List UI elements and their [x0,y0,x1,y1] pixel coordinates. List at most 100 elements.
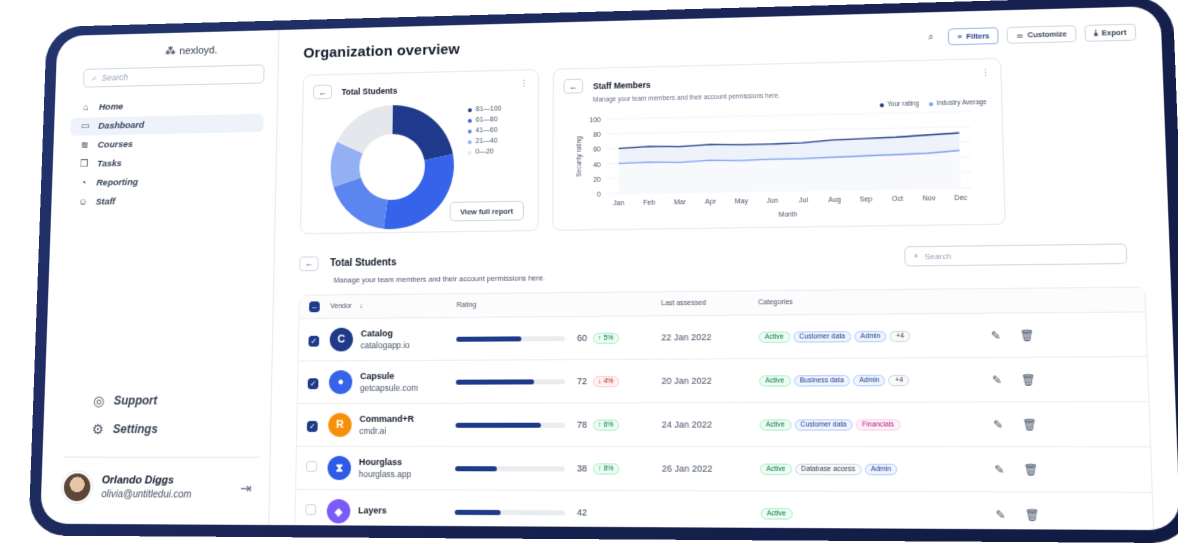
sidebar-item-label: Settings [113,422,158,436]
legend-item: 0—20 [468,146,502,157]
col-vendor[interactable]: Vendor ↓ [330,302,456,310]
tasks-icon: ❐ [78,159,89,171]
sidebar-item-tasks[interactable]: ❐ Tasks [69,152,263,174]
vendor-domain: hourglass.app [359,469,412,479]
x-tick-label: Apr [705,199,717,206]
x-tick-label: May [735,198,749,205]
row-checkbox[interactable]: ✓ [307,421,318,432]
legend-dot [880,103,884,107]
pie-chart-icon: ◔ [78,178,89,190]
table-row[interactable]: ◆ Layers 42 Active ✎ 🗑 [295,490,1153,530]
view-full-report-button[interactable]: View full report [449,201,523,222]
filters-button[interactable]: ≡ Filters [948,27,999,45]
table-search-input[interactable]: ⌕ Search [904,244,1127,267]
back-arrow-icon[interactable]: ← [563,79,583,94]
brand-logo[interactable]: ⁂ nexloyd. [165,44,265,58]
students-donut-chart [326,103,462,231]
home-icon: ⌂ [80,102,91,114]
row-checkbox[interactable] [306,461,317,472]
sidebar: ⁂ nexloyd. ⌕ Search ⌂ Home ▭ Dashboard ≋ Cour… [40,30,279,525]
donut-slice-1[interactable] [384,154,454,229]
users-icon: ☺ [77,197,88,209]
row-checkbox[interactable]: ✓ [308,336,319,347]
rating-bar [456,422,565,427]
category-tag: Active [760,463,792,474]
edit-icon[interactable]: ✎ [995,508,1005,522]
more-options-icon[interactable]: ⋮ [520,78,529,89]
donut-slice-0[interactable] [392,104,453,161]
card-title: Total Students [341,85,397,96]
user-name: Orlando Diggs [102,474,192,486]
category-tag: Database access [795,463,862,475]
category-tag: Business data [793,375,850,386]
sidebar-item-staff[interactable]: ☺ Staff [68,190,262,211]
rating-bar-fill [456,422,541,427]
table-row[interactable]: ✓ R Command+R cmdr.ai 78 ↑ 6% 24 Jan 2022 Activ… [297,402,1150,447]
trend-badge: ↑ 8% [593,463,619,474]
legend-label: 0—20 [475,149,493,156]
table-row[interactable]: ⧗ Hourglass hourglass.app 38 ↑ 8% 26 Jan 2022… [296,447,1152,493]
sidebar-item-label: Tasks [97,159,122,170]
trash-icon[interactable]: 🗑 [1022,417,1037,431]
export-label: Export [1101,27,1126,37]
rating-score: 42 [571,507,587,517]
tablet-frame: ⁂ nexloyd. ⌕ Search ⌂ Home ▭ Dashboard ≋ Cour… [28,0,1178,543]
table-row[interactable]: ✓ C Catalog catalogapp.io 60 ↑ 5% 22 Jan 2022 A… [299,312,1147,361]
filter-icon: ≡ [957,32,962,41]
sidebar-item-courses[interactable]: ≋ Courses [70,133,263,155]
last-assessed-date: 26 Jan 2022 [662,463,760,473]
edit-icon[interactable]: ✎ [993,418,1003,432]
logout-icon[interactable]: ⇥ [240,479,252,496]
edit-icon[interactable]: ✎ [994,462,1004,476]
avatar[interactable] [62,471,93,503]
rating-bar-fill [456,336,521,341]
donut-legend: 81—100 61—80 41—60 21—40 0—20 [468,104,502,158]
export-button[interactable]: ⤓ Export [1084,23,1136,41]
customize-button[interactable]: ⚌ Customize [1007,25,1077,44]
sidebar-item-support[interactable]: ◎ Support [81,387,158,415]
vendor-domain: catalogapp.io [361,340,410,350]
legend-dot [929,102,933,106]
trash-icon[interactable]: 🗑 [1019,328,1034,342]
row-checkbox[interactable]: ✓ [308,378,319,389]
vendors-table: – Vendor ↓ Rating Last assessed Categorie… [294,287,1154,531]
back-arrow-icon[interactable]: ← [313,85,332,100]
search-icon: ⌕ [914,251,919,261]
legend-item: 41—60 [468,125,502,136]
layers-icon: ≋ [79,140,90,152]
y-tick-label: 60 [593,147,601,154]
table-row[interactable]: ✓ ● Capsule getcapsule.com 72 ↓ 4% 20 Jan 2022… [298,357,1149,404]
x-tick-label: Dec [954,195,968,203]
edit-icon[interactable]: ✎ [991,329,1001,342]
row-checkbox[interactable] [305,504,316,515]
rating-score: 78 [571,420,587,430]
last-assessed-date: 20 Jan 2022 [661,375,759,386]
main-content: Organization overview ⌕ ≡ Filters ⚌ Custom… [269,6,1178,530]
arrow-down-icon: ↓ [359,303,362,310]
sidebar-search-input[interactable]: ⌕ Search [83,64,265,87]
back-arrow-icon[interactable]: ← [299,256,318,271]
donut-slice-2[interactable] [333,177,388,229]
x-tick-label: Mar [674,199,687,206]
search-icon[interactable]: ⌕ [922,31,941,42]
edit-icon[interactable]: ✎ [992,373,1002,387]
trash-icon[interactable]: 🗑 [1021,373,1036,387]
sidebar-item-label: Dashboard [98,120,144,131]
more-options-icon[interactable]: ⋮ [981,67,991,78]
legend-item: 61—80 [468,114,502,125]
total-students-card: ← Total Students ⋮ 81—100 61—80 41—60 21—40… [300,69,539,234]
trash-icon[interactable]: 🗑 [1024,508,1039,522]
select-all-checkbox[interactable]: – [309,301,320,312]
trash-icon[interactable]: 🗑 [1023,462,1038,476]
x-tick-label: Oct [892,196,903,203]
category-tag: Active [759,375,790,386]
sidebar-item-reporting[interactable]: ◔ Reporting [68,171,262,192]
rating-score: 60 [571,333,587,343]
sidebar-bottom-nav: ◎ Support ⚙ Settings [80,386,158,444]
last-assessed-date: 24 Jan 2022 [662,419,760,429]
sidebar-item-settings[interactable]: ⚙ Settings [80,415,158,443]
x-tick-label: Sep [860,196,873,203]
logo-icon: ⁂ [165,46,176,58]
col-last-assessed: Last assessed [661,299,758,307]
y-tick-label: 40 [593,162,601,169]
